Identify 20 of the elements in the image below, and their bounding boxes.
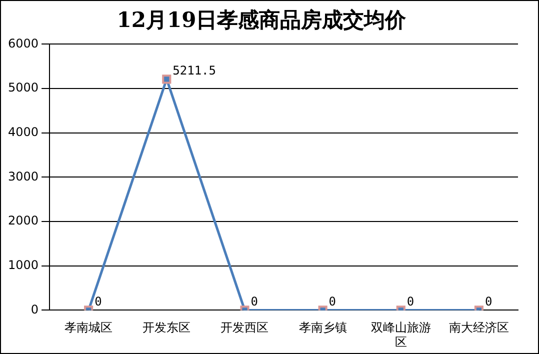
y-tick-label: 1000 [8, 258, 39, 272]
chart-title: 12月19日孝感商品房成交均价 [116, 7, 408, 32]
x-tick-label: 双峰山旅游区 [370, 320, 431, 349]
y-tick-label: 3000 [8, 169, 39, 184]
data-label: 0 [94, 294, 102, 308]
y-tick-label: 0 [30, 302, 39, 316]
data-label: 0 [250, 294, 258, 308]
data-label: 5211.5 [172, 63, 216, 78]
x-tick-label: 南大经济区 [448, 320, 509, 335]
y-tick-label: 2000 [8, 214, 39, 228]
data-label: 0 [484, 294, 492, 308]
y-tick-label: 5000 [8, 80, 39, 95]
data-label: 0 [328, 294, 336, 308]
x-tick-label: 孝南城区 [64, 320, 113, 335]
x-tick-label: 开发西区 [220, 320, 269, 335]
x-tick-label: 孝南乡镇 [298, 320, 347, 335]
y-tick-label: 6000 [8, 36, 39, 50]
data-label: 0 [406, 294, 414, 308]
x-tick-label: 开发东区 [142, 320, 191, 335]
y-tick-label: 4000 [8, 124, 39, 139]
